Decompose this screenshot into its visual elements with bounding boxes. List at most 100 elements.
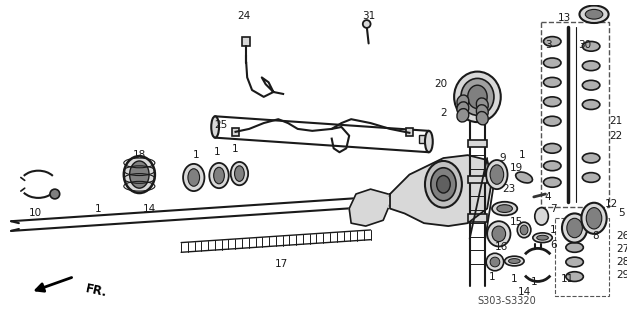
- Text: 1: 1: [214, 147, 220, 157]
- Ellipse shape: [535, 208, 549, 225]
- Ellipse shape: [582, 42, 600, 51]
- Ellipse shape: [517, 222, 531, 238]
- Text: 14: 14: [142, 204, 155, 213]
- Ellipse shape: [490, 257, 500, 267]
- Text: FR.: FR.: [84, 283, 108, 300]
- Text: 1: 1: [232, 144, 239, 154]
- Ellipse shape: [431, 168, 456, 201]
- Text: 20: 20: [434, 79, 447, 89]
- Ellipse shape: [487, 221, 510, 246]
- Ellipse shape: [544, 116, 561, 126]
- Ellipse shape: [544, 77, 561, 87]
- Ellipse shape: [363, 20, 371, 28]
- Ellipse shape: [477, 105, 488, 118]
- Ellipse shape: [544, 143, 561, 153]
- Ellipse shape: [537, 235, 549, 240]
- Ellipse shape: [515, 172, 532, 183]
- Ellipse shape: [477, 98, 488, 111]
- Ellipse shape: [454, 72, 501, 122]
- Text: 27: 27: [616, 244, 627, 254]
- Ellipse shape: [211, 116, 219, 138]
- Ellipse shape: [544, 178, 561, 187]
- Ellipse shape: [468, 85, 487, 108]
- Ellipse shape: [544, 36, 561, 46]
- Ellipse shape: [209, 163, 229, 188]
- Text: 4: 4: [544, 192, 551, 202]
- Text: 14: 14: [517, 287, 530, 297]
- Text: 18: 18: [133, 150, 146, 160]
- Ellipse shape: [425, 131, 433, 152]
- Ellipse shape: [579, 5, 609, 23]
- Ellipse shape: [567, 218, 582, 238]
- Ellipse shape: [124, 156, 155, 193]
- Text: 1: 1: [488, 272, 495, 282]
- Ellipse shape: [582, 172, 600, 182]
- Ellipse shape: [586, 208, 602, 229]
- Ellipse shape: [486, 160, 508, 189]
- Text: 5: 5: [618, 208, 624, 219]
- Text: 26: 26: [616, 231, 627, 241]
- Text: 6: 6: [550, 241, 557, 251]
- Text: 12: 12: [605, 199, 618, 209]
- Text: 1: 1: [550, 225, 557, 235]
- Text: 30: 30: [577, 40, 591, 50]
- Bar: [242, 36, 250, 46]
- Text: 15: 15: [510, 217, 523, 227]
- Ellipse shape: [566, 257, 583, 267]
- Text: 24: 24: [238, 11, 251, 21]
- Text: 31: 31: [362, 11, 375, 21]
- Polygon shape: [390, 155, 492, 226]
- Ellipse shape: [492, 226, 505, 242]
- Ellipse shape: [581, 203, 607, 234]
- Bar: [231, 128, 240, 136]
- Ellipse shape: [457, 108, 469, 122]
- Ellipse shape: [585, 9, 603, 19]
- Ellipse shape: [214, 167, 224, 184]
- Bar: [406, 128, 413, 136]
- Ellipse shape: [425, 161, 462, 208]
- Text: 23: 23: [502, 184, 515, 194]
- Ellipse shape: [544, 161, 561, 171]
- Bar: [555, 218, 609, 296]
- Ellipse shape: [582, 153, 600, 163]
- Ellipse shape: [566, 243, 583, 252]
- Text: 9: 9: [499, 153, 506, 163]
- Ellipse shape: [490, 165, 503, 184]
- Ellipse shape: [582, 61, 600, 71]
- Ellipse shape: [582, 80, 600, 90]
- Ellipse shape: [486, 253, 503, 271]
- Ellipse shape: [544, 97, 561, 107]
- Text: 13: 13: [558, 13, 571, 23]
- Ellipse shape: [231, 162, 248, 185]
- Ellipse shape: [234, 166, 245, 181]
- Ellipse shape: [505, 256, 524, 266]
- Bar: [419, 135, 427, 142]
- Ellipse shape: [582, 100, 600, 109]
- Ellipse shape: [508, 259, 520, 263]
- Text: 10: 10: [29, 208, 42, 219]
- Ellipse shape: [436, 176, 450, 193]
- Ellipse shape: [477, 112, 488, 125]
- Bar: [468, 140, 487, 148]
- Text: 3: 3: [545, 40, 552, 50]
- Bar: [540, 22, 609, 207]
- Ellipse shape: [183, 164, 204, 191]
- Text: 21: 21: [609, 116, 622, 126]
- Text: 11: 11: [561, 274, 574, 284]
- Text: 22: 22: [609, 131, 622, 141]
- Text: 29: 29: [616, 270, 627, 280]
- Text: 19: 19: [510, 163, 523, 173]
- Text: 16: 16: [495, 243, 508, 252]
- Ellipse shape: [520, 225, 528, 235]
- Text: 1: 1: [95, 204, 102, 213]
- Ellipse shape: [562, 213, 587, 243]
- Ellipse shape: [457, 95, 469, 108]
- Text: 1: 1: [530, 277, 537, 287]
- Text: S303-S3320: S303-S3320: [477, 296, 536, 306]
- Ellipse shape: [544, 58, 561, 68]
- Ellipse shape: [130, 161, 149, 188]
- Ellipse shape: [492, 202, 517, 215]
- Text: 1: 1: [519, 150, 525, 160]
- Text: 7: 7: [550, 204, 557, 213]
- Bar: [468, 176, 487, 183]
